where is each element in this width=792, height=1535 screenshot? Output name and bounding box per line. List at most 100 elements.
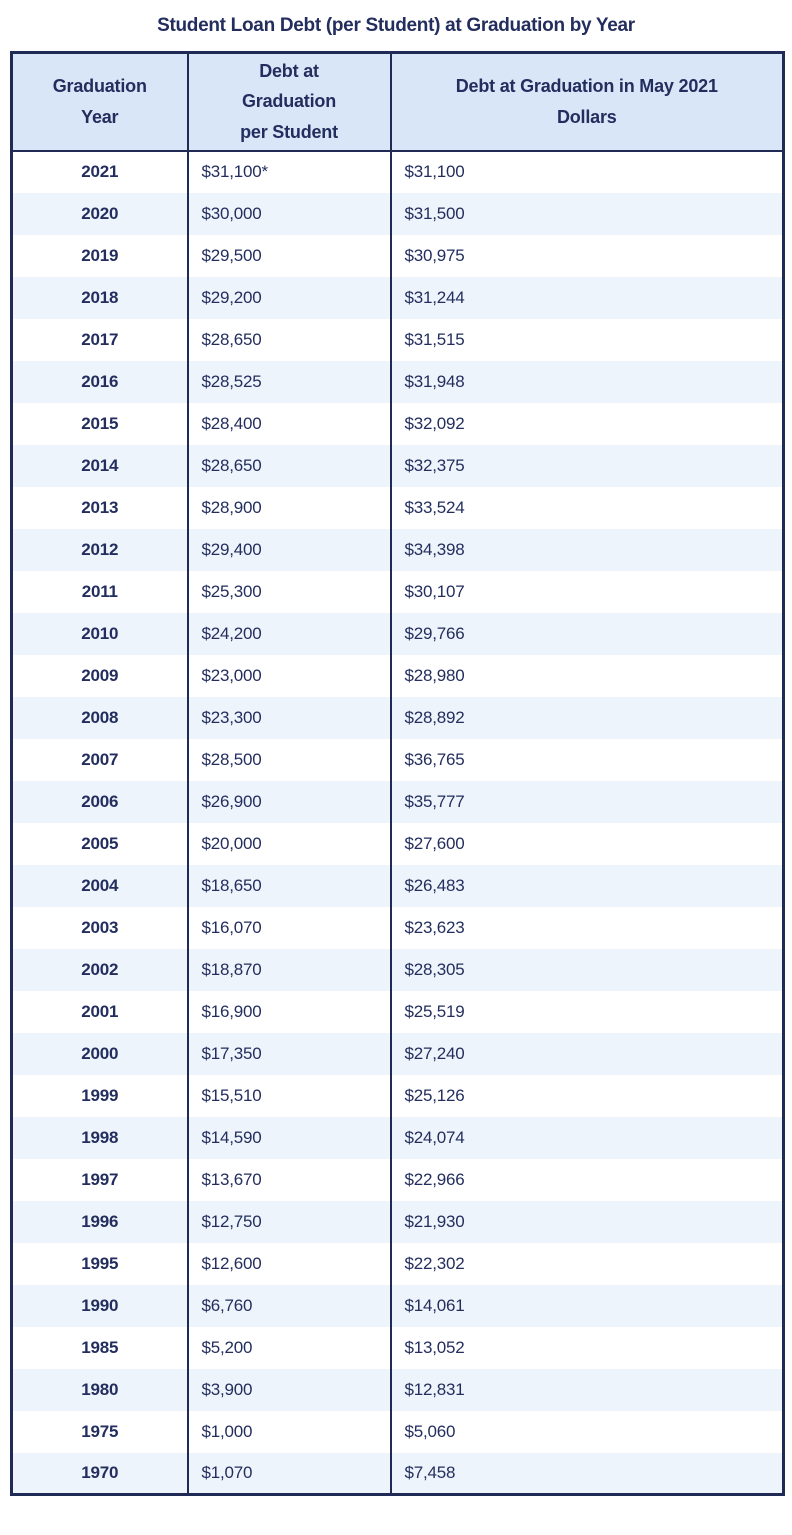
adjusted-debt-cell: $31,100 xyxy=(389,150,784,193)
adjusted-debt-cell: $32,375 xyxy=(389,444,784,487)
adjusted-debt-cell: $32,092 xyxy=(389,402,784,445)
debt-cell: $15,510 xyxy=(186,1074,391,1117)
table-header-row: Graduation Year Debt at Graduation per S… xyxy=(11,52,784,152)
table-row: 1985 $5,200 $13,052 xyxy=(11,1326,784,1369)
table-row: 2010 $24,200 $29,766 xyxy=(11,612,784,655)
table-row: 1998 $14,590 $24,074 xyxy=(11,1116,784,1159)
debt-cell: $16,900 xyxy=(186,990,391,1033)
debt-table: Graduation Year Debt at Graduation per S… xyxy=(10,51,785,1496)
adjusted-debt-cell: $5,060 xyxy=(389,1410,784,1453)
debt-cell: $23,300 xyxy=(186,696,391,739)
adjusted-debt-cell: $34,398 xyxy=(389,528,784,571)
year-cell: 2010 xyxy=(11,612,188,655)
debt-cell: $16,070 xyxy=(186,906,391,949)
table-row: 1995 $12,600 $22,302 xyxy=(11,1242,784,1285)
table-row: 2011 $25,300 $30,107 xyxy=(11,570,784,613)
adjusted-debt-cell: $28,892 xyxy=(389,696,784,739)
debt-cell: $3,900 xyxy=(186,1368,391,1411)
table-row: 2020 $30,000 $31,500 xyxy=(11,192,784,235)
year-cell: 1990 xyxy=(11,1284,188,1327)
debt-cell: $12,600 xyxy=(186,1242,391,1285)
year-cell: 1975 xyxy=(11,1410,188,1453)
table-row: 2017 $28,650 $31,515 xyxy=(11,318,784,361)
year-cell: 1970 xyxy=(11,1452,188,1495)
table-row: 2004 $18,650 $26,483 xyxy=(11,864,784,907)
table-body: 2021 $31,100* $31,100 2020 $30,000 $31,500 201… xyxy=(11,150,784,1495)
debt-cell: $18,870 xyxy=(186,948,391,991)
adjusted-debt-cell: $36,765 xyxy=(389,738,784,781)
adjusted-debt-cell: $23,623 xyxy=(389,906,784,949)
debt-cell: $28,900 xyxy=(186,486,391,529)
debt-cell: $29,400 xyxy=(186,528,391,571)
debt-cell: $13,670 xyxy=(186,1158,391,1201)
adjusted-debt-cell: $27,240 xyxy=(389,1032,784,1075)
debt-cell: $18,650 xyxy=(186,864,391,907)
year-cell: 2001 xyxy=(11,990,188,1033)
debt-cell: $1,000 xyxy=(186,1410,391,1453)
table-row: 2019 $29,500 $30,975 xyxy=(11,234,784,277)
adjusted-debt-cell: $31,948 xyxy=(389,360,784,403)
debt-cell: $28,500 xyxy=(186,738,391,781)
page-title: Student Loan Debt (per Student) at Gradu… xyxy=(157,15,635,36)
year-cell: 2003 xyxy=(11,906,188,949)
table-row: 2002 $18,870 $28,305 xyxy=(11,948,784,991)
year-cell: 2012 xyxy=(11,528,188,571)
debt-cell: $14,590 xyxy=(186,1116,391,1159)
adjusted-debt-cell: $26,483 xyxy=(389,864,784,907)
year-cell: 2005 xyxy=(11,822,188,865)
debt-cell: $1,070 xyxy=(186,1452,391,1495)
year-cell: 2008 xyxy=(11,696,188,739)
debt-cell: $5,200 xyxy=(186,1326,391,1369)
table-row: 1997 $13,670 $22,966 xyxy=(11,1158,784,1201)
adjusted-debt-cell: $35,777 xyxy=(389,780,784,823)
adjusted-debt-cell: $27,600 xyxy=(389,822,784,865)
adjusted-debt-cell: $30,107 xyxy=(389,570,784,613)
header-cell-graduation-year: Graduation Year xyxy=(11,52,188,152)
debt-cell: $6,760 xyxy=(186,1284,391,1327)
debt-cell: $12,750 xyxy=(186,1200,391,1243)
table-row: 2000 $17,350 $27,240 xyxy=(11,1032,784,1075)
adjusted-debt-cell: $21,930 xyxy=(389,1200,784,1243)
table-row: 1990 $6,760 $14,061 xyxy=(11,1284,784,1327)
year-cell: 2002 xyxy=(11,948,188,991)
year-cell: 1998 xyxy=(11,1116,188,1159)
table-row: 2021 $31,100* $31,100 xyxy=(11,150,784,193)
year-cell: 2013 xyxy=(11,486,188,529)
year-cell: 2021 xyxy=(11,150,188,193)
year-cell: 1997 xyxy=(11,1158,188,1201)
adjusted-debt-cell: $30,975 xyxy=(389,234,784,277)
year-cell: 2006 xyxy=(11,780,188,823)
adjusted-debt-cell: $7,458 xyxy=(389,1452,784,1495)
adjusted-debt-cell: $28,980 xyxy=(389,654,784,697)
adjusted-debt-cell: $22,966 xyxy=(389,1158,784,1201)
adjusted-debt-cell: $25,519 xyxy=(389,990,784,1033)
table-row: 2007 $28,500 $36,765 xyxy=(11,738,784,781)
table-row: 2016 $28,525 $31,948 xyxy=(11,360,784,403)
year-cell: 2015 xyxy=(11,402,188,445)
debt-cell: $28,525 xyxy=(186,360,391,403)
year-cell: 2000 xyxy=(11,1032,188,1075)
adjusted-debt-cell: $29,766 xyxy=(389,612,784,655)
year-cell: 2019 xyxy=(11,234,188,277)
table-row: 2001 $16,900 $25,519 xyxy=(11,990,784,1033)
year-cell: 2017 xyxy=(11,318,188,361)
year-cell: 2020 xyxy=(11,192,188,235)
table-row: 2006 $26,900 $35,777 xyxy=(11,780,784,823)
year-cell: 2004 xyxy=(11,864,188,907)
adjusted-debt-cell: $25,126 xyxy=(389,1074,784,1117)
debt-cell: $28,650 xyxy=(186,318,391,361)
adjusted-debt-cell: $12,831 xyxy=(389,1368,784,1411)
year-cell: 2011 xyxy=(11,570,188,613)
year-cell: 2014 xyxy=(11,444,188,487)
debt-cell: $28,400 xyxy=(186,402,391,445)
table-row: 2018 $29,200 $31,244 xyxy=(11,276,784,319)
table-row: 1975 $1,000 $5,060 xyxy=(11,1410,784,1453)
header-cell-debt-may-2021-dollars: Debt at Graduation in May 2021 Dollars xyxy=(389,52,784,152)
table-row: 2014 $28,650 $32,375 xyxy=(11,444,784,487)
year-cell: 2007 xyxy=(11,738,188,781)
table-row: 2005 $20,000 $27,600 xyxy=(11,822,784,865)
year-cell: 2016 xyxy=(11,360,188,403)
debt-cell: $17,350 xyxy=(186,1032,391,1075)
table-row: 1970 $1,070 $7,458 xyxy=(11,1452,784,1495)
adjusted-debt-cell: $13,052 xyxy=(389,1326,784,1369)
